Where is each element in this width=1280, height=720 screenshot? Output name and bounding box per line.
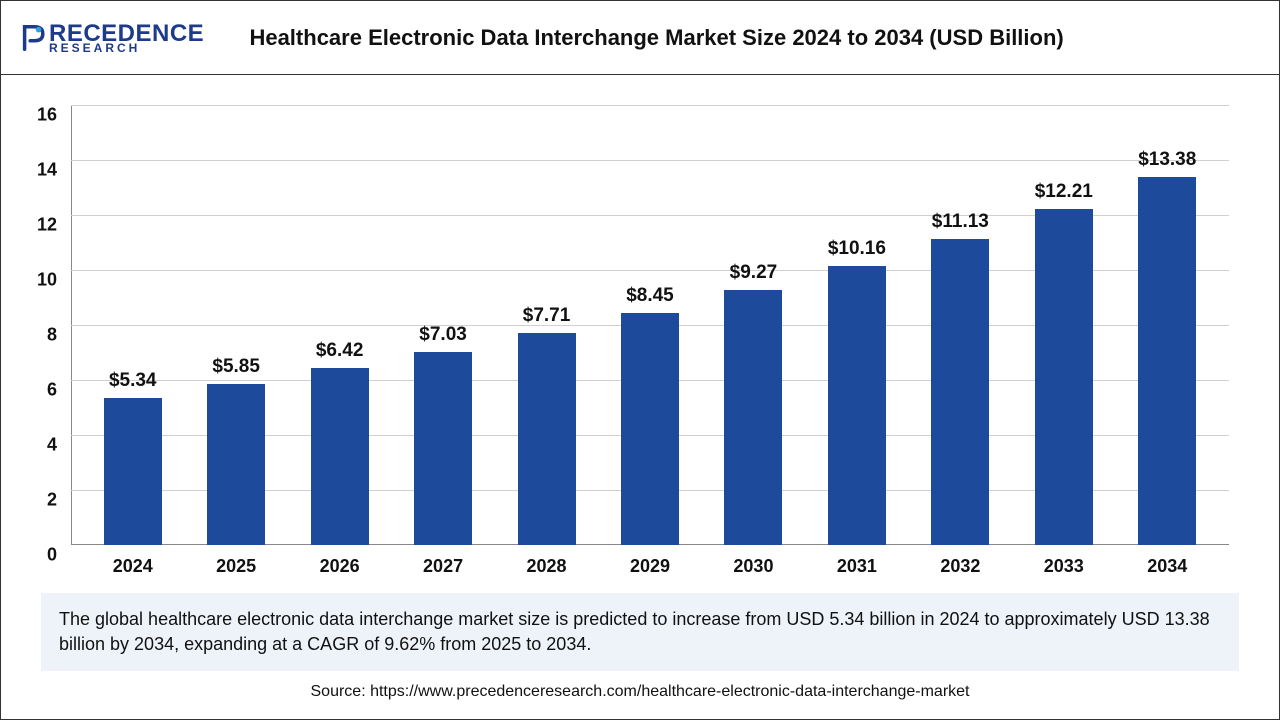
bar <box>621 313 679 545</box>
chart-area: 0246810121416 $5.34$5.85$6.42$7.03$7.71$… <box>71 105 1229 545</box>
y-tick-label: 8 <box>47 325 57 346</box>
logo-icon <box>19 24 47 52</box>
x-tick-label: 2029 <box>620 556 680 577</box>
bar <box>828 266 886 545</box>
bar-value-label: $8.45 <box>626 285 674 307</box>
bar-value-label: $11.13 <box>932 211 989 233</box>
bar-group: $10.16 <box>827 266 887 545</box>
x-tick-label: 2033 <box>1034 556 1094 577</box>
bars-container: $5.34 $5.85 $6.42 $7.03 $7.71 $8.45 $9.27 $10.1… <box>71 105 1229 545</box>
chart-container: RECEDENCE RESEARCH Healthcare Electronic… <box>0 0 1280 720</box>
bar-group: $13.38 <box>1137 177 1197 545</box>
bar-group: $12.21 <box>1034 209 1094 545</box>
x-tick-label: 2031 <box>827 556 887 577</box>
bar <box>104 398 162 545</box>
source-text: Source: https://www.precedenceresearch.c… <box>1 683 1279 701</box>
bar <box>414 352 472 545</box>
y-tick-label: 6 <box>47 380 57 401</box>
bar-value-label: $9.27 <box>730 262 778 284</box>
caption-box: The global healthcare electronic data in… <box>41 593 1239 671</box>
bar <box>724 290 782 545</box>
bar-value-label: $5.85 <box>212 356 260 378</box>
bar-group: $5.34 <box>103 398 163 545</box>
y-tick-label: 16 <box>37 105 57 126</box>
bar <box>1138 177 1196 545</box>
bar-group: $9.27 <box>723 290 783 545</box>
bar <box>207 384 265 545</box>
y-tick-label: 4 <box>47 435 57 456</box>
x-tick-label: 2034 <box>1137 556 1197 577</box>
x-tick-label: 2024 <box>103 556 163 577</box>
bar <box>931 239 989 545</box>
bar-group: $5.85 <box>206 384 266 545</box>
x-tick-label: 2028 <box>517 556 577 577</box>
bar-group: $6.42 <box>310 368 370 545</box>
y-tick-label: 2 <box>47 490 57 511</box>
bar-value-label: $7.71 <box>523 305 571 327</box>
bar-group: $11.13 <box>930 239 990 545</box>
x-labels: 2024 2025 2026 2027 2028 2029 2030 2031 2032 2033… <box>71 556 1229 577</box>
bar-value-label: $10.16 <box>828 238 886 260</box>
bar <box>518 333 576 545</box>
x-tick-label: 2032 <box>930 556 990 577</box>
bar-value-label: $13.38 <box>1138 149 1196 171</box>
bar <box>1035 209 1093 545</box>
x-tick-label: 2026 <box>310 556 370 577</box>
chart-title: Healthcare Electronic Data Interchange M… <box>204 25 1269 51</box>
x-tick-label: 2025 <box>206 556 266 577</box>
header: RECEDENCE RESEARCH Healthcare Electronic… <box>1 1 1279 75</box>
bar-value-label: $12.21 <box>1035 181 1093 203</box>
bar-value-label: $6.42 <box>316 340 364 362</box>
logo-sub-text: RESEARCH <box>49 42 204 54</box>
bar-value-label: $7.03 <box>419 324 467 346</box>
bar <box>311 368 369 545</box>
x-tick-label: 2027 <box>413 556 473 577</box>
bar-group: $7.71 <box>517 333 577 545</box>
logo: RECEDENCE RESEARCH <box>19 22 204 54</box>
y-tick-label: 14 <box>37 160 57 181</box>
bar-group: $7.03 <box>413 352 473 545</box>
bar-group: $8.45 <box>620 313 680 545</box>
y-tick-label: 0 <box>47 545 57 566</box>
bar-value-label: $5.34 <box>109 370 157 392</box>
y-tick-label: 12 <box>37 215 57 236</box>
y-tick-label: 10 <box>37 270 57 291</box>
logo-text-stack: RECEDENCE RESEARCH <box>49 22 204 54</box>
x-tick-label: 2030 <box>723 556 783 577</box>
